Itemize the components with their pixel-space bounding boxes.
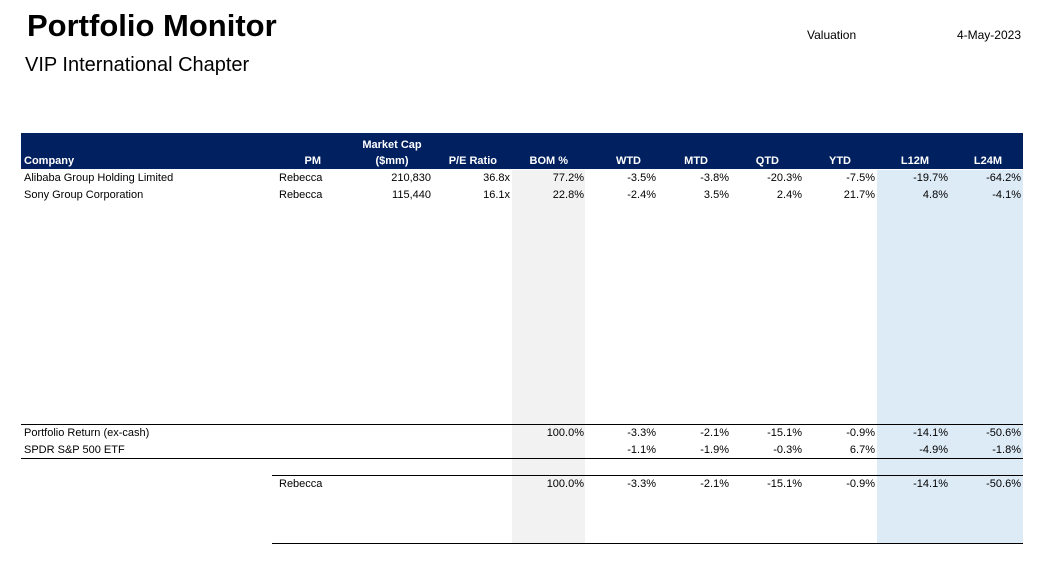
l24m-return: -4.1% xyxy=(992,189,1021,201)
bom-pct: 100.0% xyxy=(546,478,584,490)
pm-name: Rebecca xyxy=(279,172,323,184)
qtd-return: -0.3% xyxy=(773,444,802,456)
wtd-return: -3.3% xyxy=(627,427,656,439)
mtd-return: -2.1% xyxy=(700,478,729,490)
wtd-return: -2.4% xyxy=(627,189,656,201)
summary-bottom-rule xyxy=(21,458,1023,459)
ytd-return: -7.5% xyxy=(846,172,875,184)
table-header: Company PM Market Cap ($mm) P/E Ratio BO… xyxy=(21,133,1023,169)
wtd-return: -1.1% xyxy=(627,444,656,456)
header-wtd: WTD xyxy=(615,155,641,167)
qtd-return: 2.4% xyxy=(776,189,802,201)
bom-pct: 77.2% xyxy=(552,172,584,184)
header-market-cap-line1: Market Cap xyxy=(362,139,422,151)
holding-row: Sony Group Corporation Rebecca 115,440 1… xyxy=(21,187,1023,204)
valuation-date: 4-May-2023 xyxy=(956,28,1021,42)
qtd-return: -15.1% xyxy=(767,478,802,490)
wtd-return: -3.3% xyxy=(627,478,656,490)
portfolio-return-label: Portfolio Return (ex-cash) xyxy=(24,427,150,439)
mtd-return: -2.1% xyxy=(700,427,729,439)
l12m-return: -19.7% xyxy=(913,172,948,184)
valuation-label: Valuation xyxy=(807,28,857,42)
pm-summary-top-rule xyxy=(272,475,1023,476)
mtd-return: -3.8% xyxy=(700,172,729,184)
trailing-returns-shading xyxy=(877,170,1023,544)
mtd-return: 3.5% xyxy=(703,189,729,201)
summary-top-rule xyxy=(21,424,1023,425)
pe-ratio: 36.8x xyxy=(483,172,510,184)
l12m-return: -14.1% xyxy=(913,478,948,490)
market-cap: 210,830 xyxy=(391,172,431,184)
l12m-return: -4.9% xyxy=(919,444,948,456)
header-bom: BOM % xyxy=(529,155,569,167)
company-name: Alibaba Group Holding Limited xyxy=(24,172,174,184)
pm-summary-row: Rebecca 100.0% -3.3% -2.1% -15.1% -0.9% … xyxy=(21,476,1023,493)
qtd-return: -15.1% xyxy=(767,427,802,439)
report-subtitle: VIP International Chapter xyxy=(25,54,250,76)
l24m-return: -1.8% xyxy=(992,444,1021,456)
header-mtd: MTD xyxy=(684,155,708,167)
l24m-return: -64.2% xyxy=(986,172,1021,184)
market-cap: 115,440 xyxy=(392,189,431,201)
ytd-return: 21.7% xyxy=(843,189,875,201)
header-l24m: L24M xyxy=(973,155,1002,167)
pm-summary-bottom-rule xyxy=(272,543,1023,544)
holding-row: Alibaba Group Holding Limited Rebecca 21… xyxy=(21,170,1023,187)
benchmark-row: SPDR S&P 500 ETF -1.1% -1.9% -0.3% 6.7% … xyxy=(21,442,1023,459)
bom-pct: 100.0% xyxy=(546,427,584,439)
header-pm: PM xyxy=(304,155,322,167)
report-title: Portfolio Monitor xyxy=(27,8,277,43)
l12m-return: 4.8% xyxy=(922,189,948,201)
bom-pct: 22.8% xyxy=(552,189,584,201)
benchmark-label: SPDR S&P 500 ETF xyxy=(24,444,125,456)
ytd-return: 6.7% xyxy=(849,444,875,456)
bom-column-shading xyxy=(512,170,585,544)
ytd-return: -0.9% xyxy=(846,478,875,490)
l24m-return: -50.6% xyxy=(986,478,1021,490)
l12m-return: -14.1% xyxy=(913,427,948,439)
header-market-cap-line2: ($mm) xyxy=(375,155,409,167)
l24m-return: -50.6% xyxy=(986,427,1021,439)
mtd-return: -1.9% xyxy=(700,444,729,456)
pm-name: Rebecca xyxy=(279,478,323,490)
header-ytd: YTD xyxy=(829,155,851,167)
portfolio-return-row: Portfolio Return (ex-cash) 100.0% -3.3% … xyxy=(21,425,1023,442)
qtd-return: -20.3% xyxy=(767,172,802,184)
company-name: Sony Group Corporation xyxy=(24,189,144,201)
pe-ratio: 16.1x xyxy=(483,189,510,201)
wtd-return: -3.5% xyxy=(627,172,656,184)
header-l12m: L12M xyxy=(900,155,929,167)
header-company: Company xyxy=(24,155,75,167)
ytd-return: -0.9% xyxy=(846,427,875,439)
header-pe-ratio: P/E Ratio xyxy=(448,155,497,167)
header-qtd: QTD xyxy=(755,155,779,167)
pm-name: Rebecca xyxy=(279,189,323,201)
